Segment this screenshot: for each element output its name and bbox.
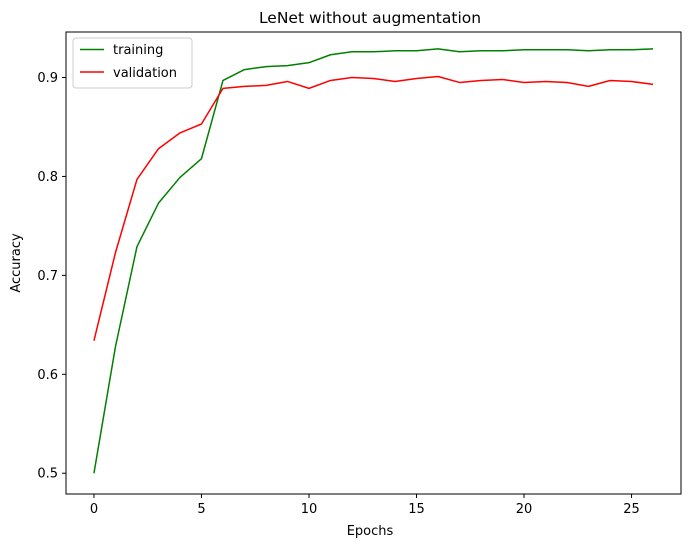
- y-tick-label: 0.8: [37, 170, 58, 185]
- y-tick-label: 0.5: [37, 467, 58, 482]
- x-tick-label: 5: [197, 502, 205, 517]
- y-tick-label: 0.9: [37, 71, 58, 86]
- x-tick-label: 15: [408, 502, 425, 517]
- y-axis-title: Accuracy: [9, 233, 24, 293]
- legend-label-training: training: [113, 43, 163, 58]
- x-axis-title: Epochs: [347, 524, 394, 539]
- y-tick-label: 0.6: [37, 368, 58, 383]
- chart-title: LeNet without augmentation: [259, 9, 481, 27]
- series-line-validation: [93, 75, 654, 341]
- y-tick-label: 0.7: [37, 269, 58, 284]
- x-tick-label: 0: [90, 502, 98, 517]
- x-tick-label: 10: [301, 502, 318, 517]
- legend-label-validation: validation: [113, 66, 177, 81]
- series-layer: [93, 48, 654, 474]
- series-line-training: [93, 48, 654, 474]
- legend: training validation: [72, 37, 193, 89]
- x-tick-label: 20: [516, 502, 533, 517]
- plot-area: [65, 31, 682, 495]
- y-axis: 0.5 0.6 0.7 0.8 0.9: [37, 71, 66, 482]
- legend-box: [72, 37, 193, 89]
- x-tick-label: 25: [623, 502, 640, 517]
- x-axis: 0 5 10 15 20 25: [90, 494, 640, 517]
